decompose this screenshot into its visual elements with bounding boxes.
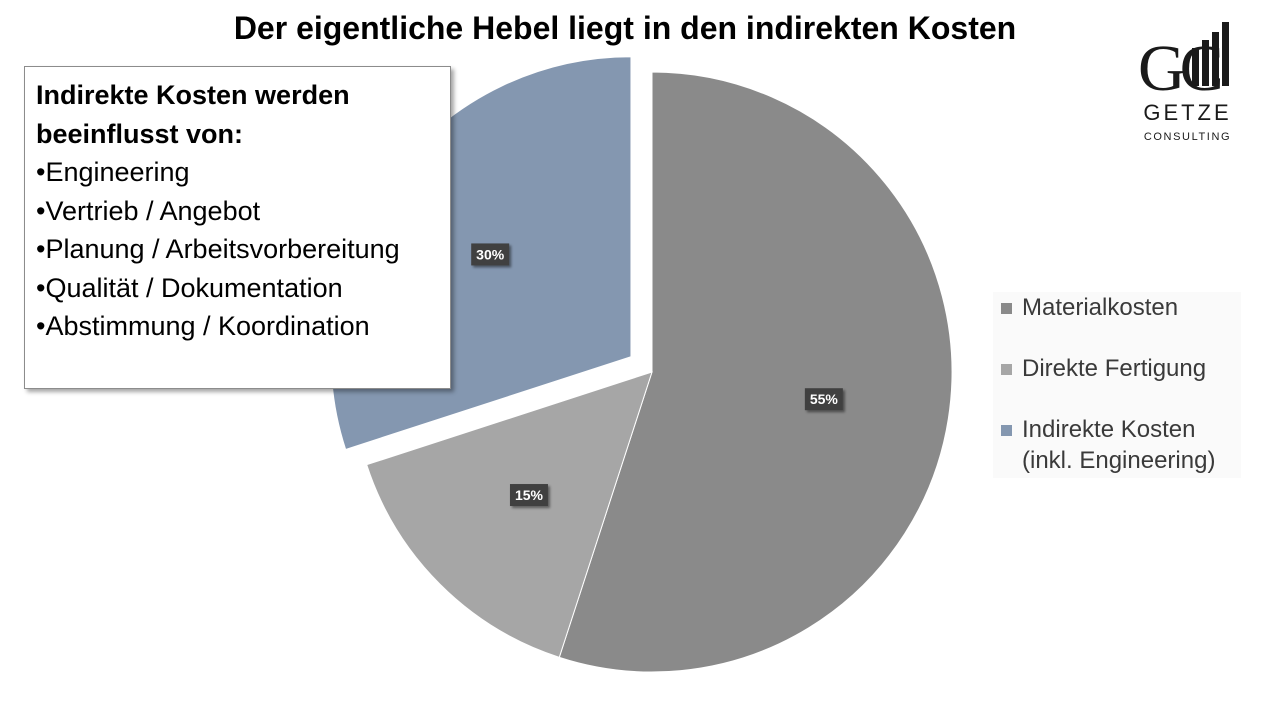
logo-monogram: GC <box>1138 32 1224 105</box>
logo-subtitle: CONSULTING <box>1143 131 1232 143</box>
slice-direkte-fertigung <box>366 371 653 658</box>
data-label-background <box>471 243 510 266</box>
callout-box: Indirekte Kosten werden beeinflusst von:… <box>24 66 451 389</box>
getze-consulting-logo: GC GETZE CONSULTING <box>1130 14 1245 154</box>
legend-label-materialkosten: Materialkosten <box>1022 294 1179 321</box>
slide-title: Der eigentliche Hebel liegt in den indir… <box>233 10 1017 46</box>
callout-item-abstimmung: •Abstimmung / Koordination <box>36 311 370 341</box>
logo-bar-icon <box>1212 32 1219 86</box>
callout-item-planung: •Planung / Arbeitsvorbereitung <box>36 234 400 264</box>
callout-item-qualitaet: •Qualität / Dokumentation <box>36 272 343 303</box>
slice-materialkosten <box>558 71 953 673</box>
data-label-background <box>509 484 548 507</box>
data-label-text: 55% <box>810 391 839 407</box>
legend-label-direkte-fertigung: Direkte Fertigung <box>1022 355 1207 382</box>
data-label-text: 30% <box>476 246 505 262</box>
legend-swatch-materialkosten <box>1001 303 1012 314</box>
data-label-direkte-fertigung: 15% <box>509 484 548 507</box>
legend-swatch-indirekte-kosten <box>1001 425 1012 436</box>
logo-bar-icon <box>1222 22 1229 86</box>
data-label-background <box>804 388 843 411</box>
data-label-indirekte-kosten: 30% <box>471 243 510 266</box>
data-label-text: 15% <box>515 487 544 503</box>
callout-item-vertrieb: •Vertrieb / Angebot <box>36 195 261 226</box>
legend-swatch-direkte-fertigung <box>1001 364 1012 375</box>
logo-name: GETZE <box>1143 100 1232 125</box>
callout-list: •Engineering •Vertrieb / Angebot •Planun… <box>36 153 440 346</box>
chart-legend: Materialkosten Direkte Fertigung Indirek… <box>993 292 1241 478</box>
legend-label-indirekte-kosten: Indirekte Kosten (inkl. Engineering) <box>1022 416 1216 474</box>
logo-bar-icon <box>1192 48 1199 86</box>
logo-bar-icon <box>1202 40 1209 86</box>
data-label-materialkosten: 55% <box>804 388 843 411</box>
callout-item-engineering: •Engineering <box>36 157 190 187</box>
callout-heading: Indirekte Kosten werden beeinflusst von: <box>36 80 350 149</box>
